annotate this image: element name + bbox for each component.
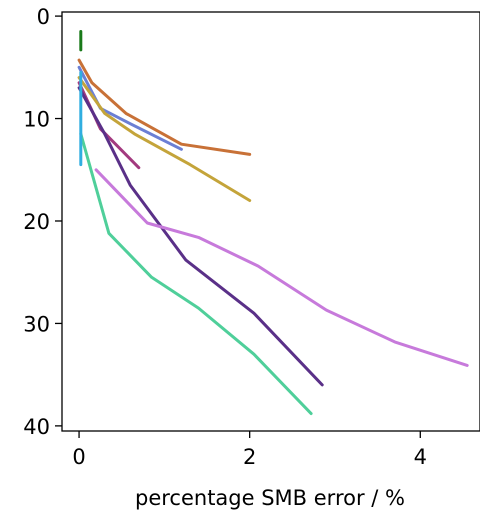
x-axis-label: percentage SMB error / % (135, 486, 405, 510)
series-line-6 (77, 86, 324, 387)
series-layer (77, 30, 469, 416)
x-tick-label: 0 (72, 445, 85, 469)
y-tick-label: 0 (37, 5, 50, 29)
x-tick-label: 2 (243, 445, 256, 469)
series-line-8 (79, 132, 313, 416)
series-line-2 (77, 58, 252, 156)
y-tick-label: 40 (23, 415, 50, 439)
plot-frame (61, 11, 480, 432)
y-tick-label: 10 (23, 108, 50, 132)
y-tick-label: 20 (23, 210, 50, 234)
y-tick-label: 30 (23, 312, 50, 336)
series-line-4 (77, 76, 252, 202)
series-line-7 (94, 168, 469, 367)
x-tick-label: 4 (414, 445, 427, 469)
series-line-3 (77, 65, 183, 151)
